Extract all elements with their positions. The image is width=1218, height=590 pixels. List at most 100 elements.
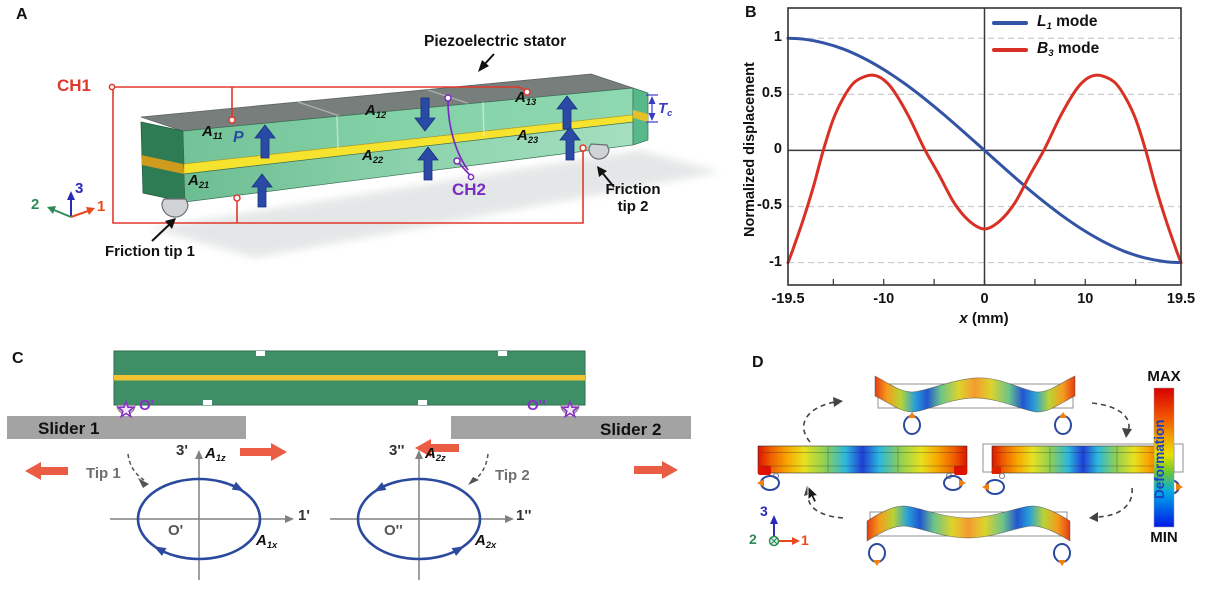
electrode-label-a12: A12 xyxy=(365,102,387,120)
axis-3-label-d: 3 xyxy=(760,503,768,519)
mode-shape-left xyxy=(757,445,968,480)
a2x-label: A2x xyxy=(475,532,497,550)
o-dprime-center-label: O'' xyxy=(384,522,403,539)
axis-2-label: 2 xyxy=(31,196,40,213)
axes-triad xyxy=(47,191,95,218)
axis-3-dprime-label: 3'' xyxy=(389,442,405,459)
tip-2-elliptical-trajectory xyxy=(356,477,482,561)
o-prime-contact-label: O' xyxy=(139,397,155,414)
panel-d-label: D xyxy=(752,354,764,371)
tip-trajectory-markers xyxy=(760,415,1180,563)
annotation-arrows xyxy=(151,53,615,242)
tip-1-elliptical-trajectory xyxy=(136,477,262,561)
ch2-label: CH2 xyxy=(452,180,487,199)
friction-tip-1-label: Friction tip 1 xyxy=(105,243,195,260)
trajectory-axis-heads xyxy=(195,450,514,523)
deformation-colorbar xyxy=(1153,387,1175,528)
y-tick-label: 0 xyxy=(773,141,782,158)
tip-2-pointer-head xyxy=(468,477,479,485)
a1z-label: A1z xyxy=(205,445,226,463)
axis-2-label-d: 2 xyxy=(749,531,757,547)
axis-1-dprime-label: 1'' xyxy=(516,507,532,524)
electrode-label-a11: A11 xyxy=(202,123,223,141)
colorbar-max-label: MAX xyxy=(1147,368,1181,385)
panel-a-stator-diagram: A Piezoelectric stator CH1 CH2 P Tc A11 … xyxy=(0,0,740,340)
slider-1-label: Slider 1 xyxy=(38,419,100,438)
electrode-label-a13: A13 xyxy=(515,89,537,107)
a1x-label: A1x xyxy=(256,532,278,550)
tip-1-label: Tip 1 xyxy=(86,465,121,482)
ch2-terminals xyxy=(444,94,475,181)
tip-2-label: Tip 2 xyxy=(495,467,530,484)
axis-1-label: 1 xyxy=(97,198,106,215)
panel-d-deformation-cycle: D MAX MIN Deformation 3 2 1 xyxy=(740,340,1218,590)
polarization-p-label: P xyxy=(233,129,244,146)
x-tick-label: 0 xyxy=(980,291,989,307)
o-dprime-contact-label: O'' xyxy=(527,397,546,414)
ch1-label: CH1 xyxy=(57,76,92,95)
panel-c-slider-diagram: C Slider 1 Slider 2 O' O'' Tip 1 Tip 2 3… xyxy=(0,340,740,590)
tip-1-pointer-head xyxy=(138,478,149,488)
panel-c-label: C xyxy=(12,350,24,367)
contact-star-o-dprime xyxy=(560,399,580,419)
polarization-arrows xyxy=(251,95,581,208)
colorbar-title: Deformation xyxy=(1152,419,1167,499)
beam-right-end-yellow xyxy=(633,110,648,122)
panel-b-mode-chart: B Normalized displacement x (mm) L1 mode… xyxy=(740,0,1218,340)
friction-tip-2-label: Friction tip 2 xyxy=(605,181,661,216)
friction-tip-1-dome xyxy=(161,198,189,218)
axis-3-label: 3 xyxy=(75,180,84,197)
legend-swatch-l1 xyxy=(992,20,1028,25)
slider-2-label: Slider 2 xyxy=(600,420,662,439)
electrode-label-a23: A23 xyxy=(517,127,539,145)
axis-1-prime-label: 1' xyxy=(298,507,310,524)
a2z-label: A2z xyxy=(425,445,446,463)
o-prime-center-label: O' xyxy=(168,522,184,539)
contact-star-o-prime xyxy=(116,399,136,419)
x-axis-title: x (mm) xyxy=(959,310,1009,327)
colorbar-min-label: MIN xyxy=(1150,529,1178,546)
stator-3d-drawing xyxy=(47,53,720,258)
beam-shadow xyxy=(150,150,720,258)
mode-shape-bottom xyxy=(866,505,1071,542)
slider-motion-arrows xyxy=(25,439,678,480)
y-tick-label: -0.5 xyxy=(757,197,782,214)
axis-3-prime-label: 3' xyxy=(176,442,188,459)
y-tick-label: 0.5 xyxy=(761,85,782,102)
tip-motion-arrowheads xyxy=(757,412,1183,566)
axes-triad-d xyxy=(768,515,800,547)
x-tick-label: 10 xyxy=(1077,291,1094,307)
legend-row-l1: L1 mode xyxy=(992,9,1099,36)
slider-1-bar xyxy=(7,416,246,439)
legend-row-b3: B3 mode xyxy=(992,36,1099,63)
mouse-cursor xyxy=(807,484,820,504)
beam-left-end-yellow xyxy=(141,155,184,174)
friction-tip-2-dome xyxy=(588,143,610,160)
ch1-terminals xyxy=(108,83,587,202)
x-tick-label: 19.5 xyxy=(1166,291,1196,307)
tc-label: Tc xyxy=(658,100,673,118)
beam-shim-stripe xyxy=(114,375,585,381)
front-electrode-seam xyxy=(482,101,485,137)
electrode-gaps xyxy=(203,351,507,405)
chart-frame xyxy=(787,7,1182,286)
x-tick-label: -19.5 xyxy=(771,291,805,307)
electrode-label-a21: A21 xyxy=(188,172,210,190)
trajectory-direction-arrows xyxy=(153,481,465,556)
panel-a-label: A xyxy=(16,6,28,23)
slider-drawing xyxy=(7,350,691,580)
stator-title: Piezoelectric stator xyxy=(424,33,567,50)
top-electrode-seam xyxy=(297,101,341,117)
series-curve-B3 xyxy=(786,73,1183,265)
legend-swatch-b3 xyxy=(992,47,1028,52)
series-curve-L1 xyxy=(786,36,1183,265)
deformation-drawing xyxy=(757,375,1184,566)
x-tick-label: -10 xyxy=(873,291,895,307)
mode-shape-chart xyxy=(786,7,1183,286)
tc-dimension-marker xyxy=(646,94,658,123)
y-tick-label: -1 xyxy=(769,253,782,270)
y-tick-label: 1 xyxy=(773,29,782,46)
mode-shape-right xyxy=(991,445,1175,480)
axis-1-label-d: 1 xyxy=(801,532,809,548)
mode-shape-top xyxy=(874,375,1076,413)
